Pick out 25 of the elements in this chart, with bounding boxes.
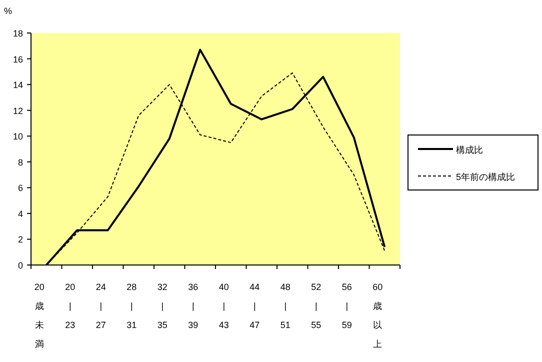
x-tick-label: 56 | 59 <box>342 282 352 330</box>
y-tick-label: 18 <box>12 28 23 38</box>
y-tick-label: 2 <box>18 234 23 245</box>
x-tick-label: 48 | 51 <box>280 282 290 330</box>
y-tick-label: 8 <box>18 157 23 168</box>
x-tick-label: 40 | 43 <box>218 282 229 330</box>
y-axis-title: % <box>4 6 12 16</box>
x-tick-label: 32 | 35 <box>157 282 168 330</box>
legend-label: 構成比 <box>456 145 483 155</box>
x-tick-label: 52 | 55 <box>311 282 322 330</box>
y-tick-label: 16 <box>12 54 23 64</box>
y-tick-label: 10 <box>12 132 23 142</box>
y-tick-label: 12 <box>12 106 23 116</box>
x-tick-label: 36 | 39 <box>188 282 198 330</box>
x-tick-label: 20歳未満 <box>34 282 44 349</box>
y-tick-label: 14 <box>12 80 23 90</box>
y-tick-label: 6 <box>18 183 23 194</box>
x-tick-label: 28 | 31 <box>126 282 137 330</box>
x-tick-label: 20 | 23 <box>65 282 76 330</box>
y-tick-label: 4 <box>18 208 23 219</box>
x-tick-label: 60歳以上 <box>372 282 383 349</box>
x-tick-label: 24 | 27 <box>96 282 106 330</box>
x-tick-label: 44 | 47 <box>250 282 260 330</box>
legend-label: 5年前の構成比 <box>456 172 516 182</box>
y-tick-label: 0 <box>18 260 23 270</box>
